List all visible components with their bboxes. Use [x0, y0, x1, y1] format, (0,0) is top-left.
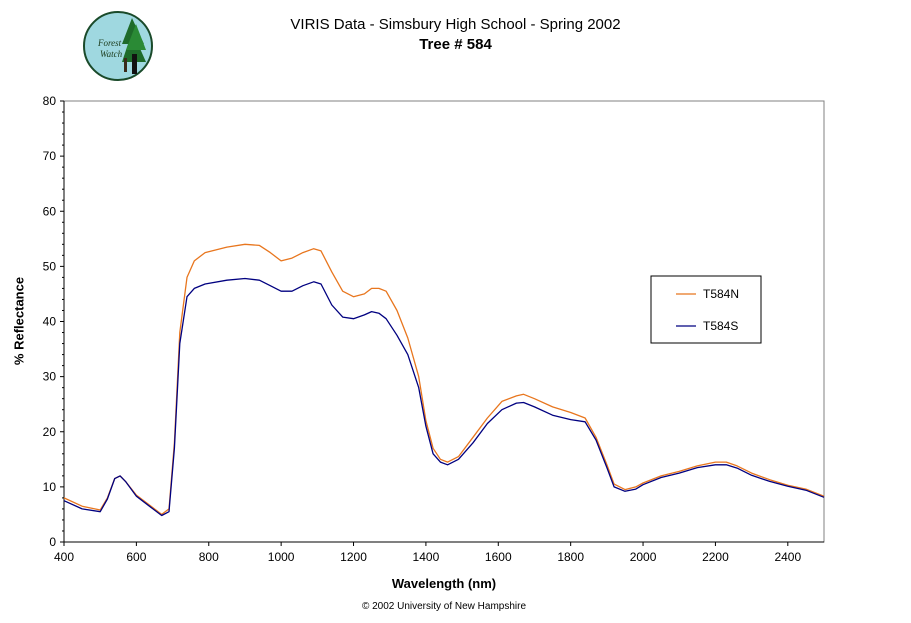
- x-ticks: 400 600 800 1000 1200 1400 1600 1800 2000 2200 240…: [54, 542, 801, 564]
- forest-watch-logo: Forest Watch: [82, 10, 154, 82]
- x-tick-label: 2400: [774, 550, 801, 564]
- x-tick-label: 1400: [413, 550, 440, 564]
- y-tick-label: 70: [43, 149, 57, 163]
- x-tick-label: 1600: [485, 550, 512, 564]
- y-tick-label: 10: [43, 480, 57, 494]
- x-tick-label: 2200: [702, 550, 729, 564]
- tree-icon: Forest Watch: [83, 11, 153, 81]
- y-tick-label: 50: [43, 259, 57, 273]
- y-ticks: 0 10 20 30 40 50 60 70 80: [43, 94, 64, 549]
- series-line-t584s: [63, 277, 825, 517]
- x-tick-label: 400: [54, 550, 74, 564]
- y-tick-label: 60: [43, 204, 57, 218]
- legend-label-t584s: T584S: [703, 319, 738, 333]
- x-tick-label: 1000: [268, 550, 295, 564]
- x-tick-label: 1200: [340, 550, 367, 564]
- x-tick-label: 1800: [557, 550, 584, 564]
- x-axis-label: Wavelength (nm): [391, 576, 497, 591]
- series-layer: [63, 243, 825, 517]
- x-tick-label: 2000: [630, 550, 657, 564]
- x-tick-label: 600: [126, 550, 146, 564]
- y-tick-label: 40: [43, 315, 57, 329]
- copyright-footer: © 2002 University of New Hampshire: [361, 601, 527, 612]
- x-tick-label: 800: [199, 550, 219, 564]
- y-axis-label: % Reflectance: [11, 276, 27, 366]
- legend-box: [650, 275, 762, 344]
- y-tick-label: 80: [43, 94, 57, 108]
- y-tick-label: 20: [43, 425, 57, 439]
- chart-subtitle: Tree # 584: [419, 36, 492, 53]
- svg-text:Watch: Watch: [100, 49, 123, 59]
- y-tick-label: 30: [43, 370, 57, 384]
- chart-title: VIRIS Data - Simsbury High School - Spri…: [290, 16, 621, 33]
- y-tick-label: 0: [49, 535, 56, 549]
- legend: T584N T584S: [650, 275, 762, 344]
- legend-label-t584n: T584N: [703, 287, 739, 301]
- svg-text:Forest: Forest: [97, 38, 122, 48]
